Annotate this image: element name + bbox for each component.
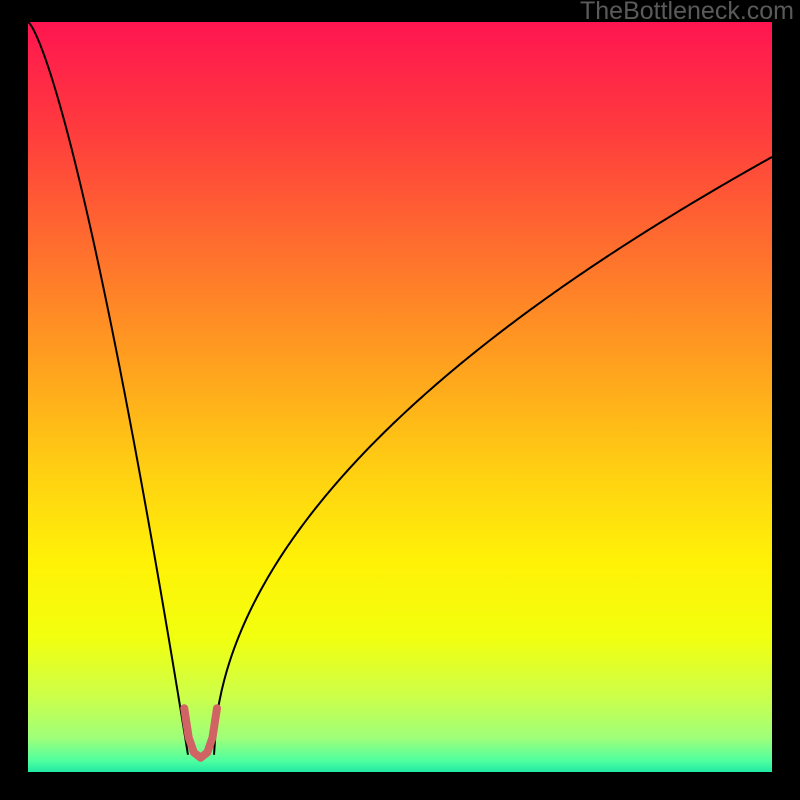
chart-stage: TheBottleneck.com [0,0,800,800]
watermark-text: TheBottleneck.com [580,0,794,26]
plot-area [28,22,772,772]
chart-svg [28,22,772,772]
